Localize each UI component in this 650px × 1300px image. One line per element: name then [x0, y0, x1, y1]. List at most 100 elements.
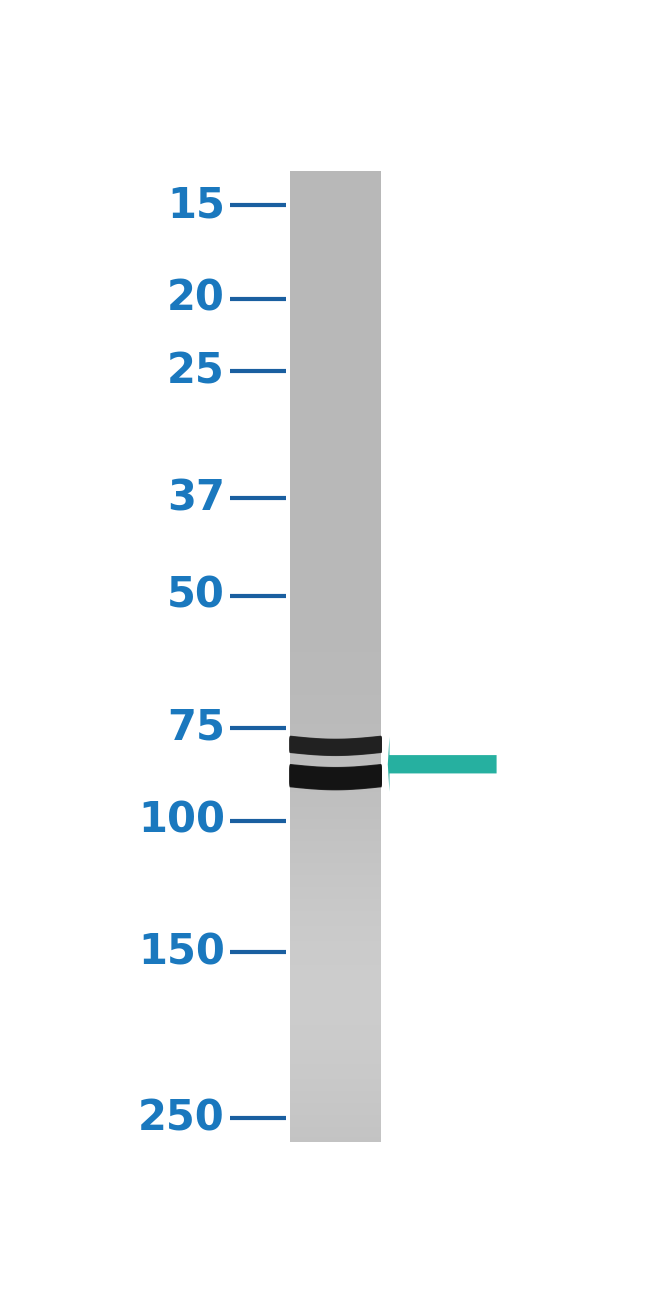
Bar	[291, 387, 381, 390]
Bar	[291, 902, 381, 903]
Bar	[291, 1067, 381, 1069]
Bar	[291, 575, 381, 576]
Bar	[291, 872, 381, 875]
Bar	[291, 1054, 381, 1057]
Bar	[291, 1091, 381, 1093]
Bar	[291, 685, 381, 688]
Bar	[291, 1040, 381, 1043]
Bar	[291, 744, 381, 746]
Bar	[291, 612, 381, 615]
Bar	[291, 615, 381, 618]
Bar	[291, 360, 381, 363]
Bar	[291, 499, 381, 500]
Polygon shape	[291, 767, 381, 788]
Bar	[291, 559, 381, 562]
Bar	[291, 254, 381, 256]
Polygon shape	[291, 768, 381, 786]
Polygon shape	[291, 764, 381, 789]
Bar	[291, 867, 381, 870]
Bar	[291, 606, 381, 608]
Bar	[291, 681, 381, 684]
Bar	[291, 922, 381, 923]
Bar	[291, 480, 381, 482]
Bar	[291, 1020, 381, 1023]
Bar	[291, 416, 381, 419]
Bar	[291, 923, 381, 926]
Bar	[291, 265, 381, 268]
Bar	[291, 948, 381, 950]
Bar	[291, 200, 381, 203]
Bar	[291, 192, 381, 195]
Bar	[291, 1060, 381, 1062]
Bar	[291, 244, 381, 246]
Bar	[291, 178, 381, 181]
Bar	[291, 833, 381, 836]
Bar	[291, 906, 381, 909]
Bar	[291, 1032, 381, 1035]
Bar	[291, 989, 381, 992]
Bar	[291, 491, 381, 494]
Bar	[291, 351, 381, 354]
Bar	[291, 965, 381, 967]
Bar	[291, 853, 381, 855]
Bar	[291, 987, 381, 989]
Bar	[291, 603, 381, 606]
Bar	[291, 827, 381, 829]
Bar	[291, 1118, 381, 1121]
Bar	[291, 426, 381, 428]
Bar	[291, 785, 381, 788]
Bar	[291, 428, 381, 430]
Bar	[291, 807, 381, 810]
Bar	[291, 300, 381, 302]
Bar	[291, 972, 381, 975]
Bar	[291, 1049, 381, 1052]
Bar	[291, 734, 381, 737]
Bar	[291, 684, 381, 685]
Bar	[291, 556, 381, 559]
Bar	[291, 251, 381, 254]
Bar	[291, 1001, 381, 1004]
Bar	[291, 916, 381, 919]
Bar	[291, 696, 381, 698]
Bar	[291, 220, 381, 222]
Bar	[291, 940, 381, 942]
Bar	[291, 1082, 381, 1084]
Bar	[291, 984, 381, 987]
Bar	[291, 214, 381, 217]
Bar	[291, 601, 381, 603]
Bar	[291, 647, 381, 649]
Bar	[291, 540, 381, 542]
Bar	[291, 394, 381, 396]
Bar	[291, 878, 381, 880]
Bar	[291, 195, 381, 198]
Bar	[291, 754, 381, 757]
Bar	[291, 246, 381, 248]
Bar	[291, 545, 381, 547]
Bar	[291, 942, 381, 945]
Bar	[291, 242, 381, 244]
Bar	[291, 455, 381, 458]
Bar	[291, 317, 381, 318]
Bar	[291, 979, 381, 982]
Bar	[291, 959, 381, 962]
Text: 20: 20	[167, 278, 225, 320]
Bar	[291, 810, 381, 812]
Bar	[291, 1015, 381, 1018]
Bar	[291, 446, 381, 447]
Bar	[291, 1135, 381, 1138]
Bar	[291, 705, 381, 707]
Bar	[291, 458, 381, 460]
Bar	[291, 287, 381, 290]
Bar	[291, 816, 381, 819]
Bar	[291, 780, 381, 783]
Bar	[291, 664, 381, 666]
Bar	[291, 172, 381, 1141]
Bar	[291, 936, 381, 939]
Bar	[291, 793, 381, 794]
Bar	[291, 945, 381, 948]
Polygon shape	[291, 738, 381, 754]
Bar	[291, 758, 381, 760]
Bar	[291, 1026, 381, 1028]
Bar	[291, 226, 381, 229]
Bar	[291, 676, 381, 679]
